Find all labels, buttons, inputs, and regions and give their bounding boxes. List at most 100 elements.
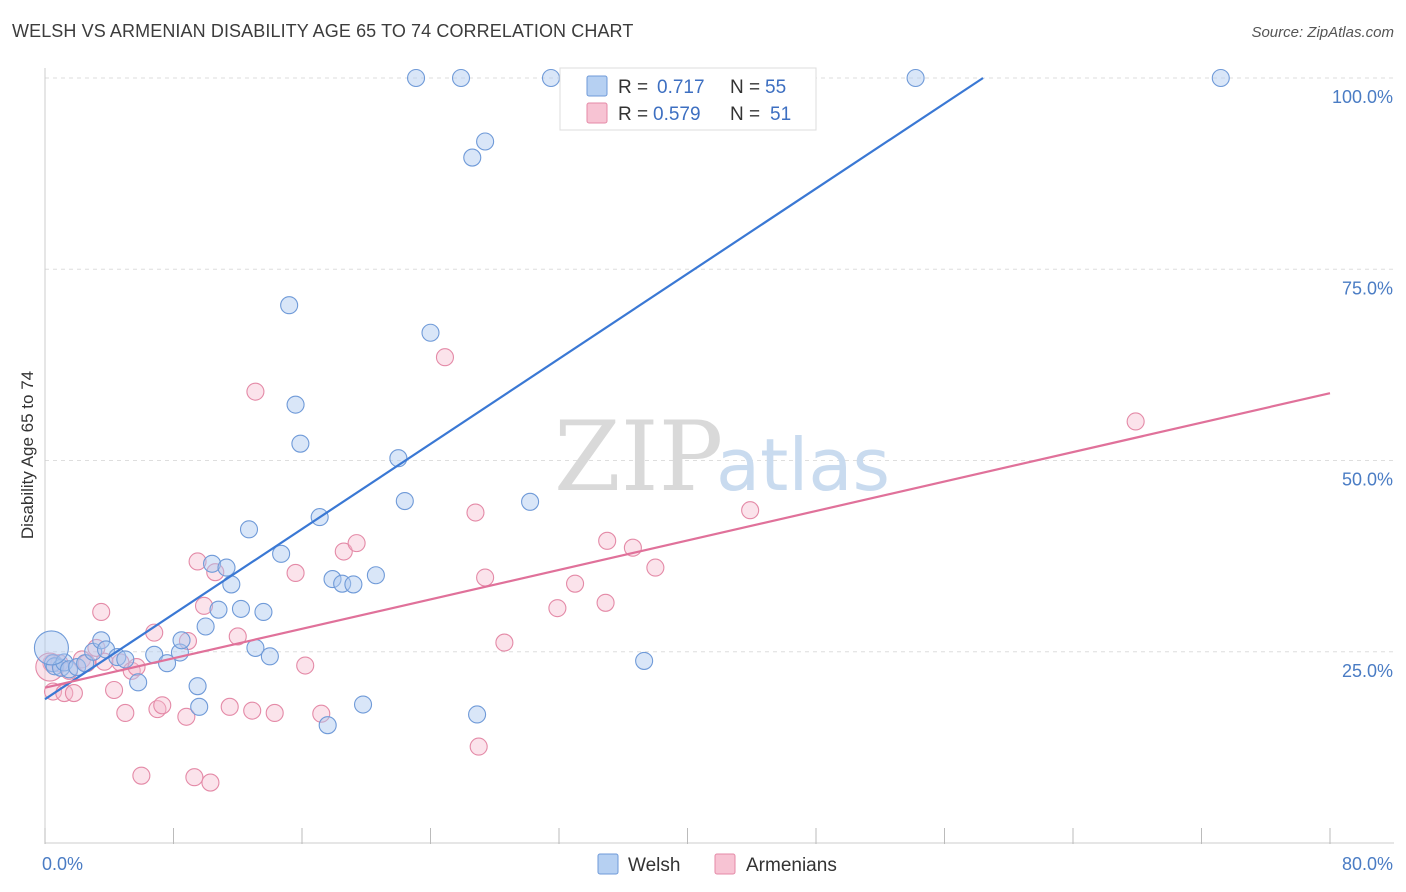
- armenians-point-44: [596, 593, 615, 612]
- y-tick-label-3: 100.0%: [1332, 87, 1393, 107]
- x-tick-label-0: 0.0%: [42, 854, 83, 874]
- armenians-point-36: [347, 534, 366, 553]
- bottom-legend-armenians-swatch: [714, 853, 736, 875]
- welsh-point-42: [421, 323, 440, 342]
- welsh-point-29: [272, 544, 291, 563]
- welsh-point-22: [217, 558, 236, 577]
- welsh-point-38: [366, 566, 385, 585]
- bottom-legend-welsh-swatch: [597, 853, 619, 875]
- bottom-legend-welsh-label: Welsh: [628, 855, 680, 876]
- armenians-point-22: [185, 768, 204, 787]
- armenians-point-20: [177, 707, 196, 726]
- welsh-point-52: [1211, 68, 1230, 88]
- welsh-point-45: [468, 705, 487, 724]
- stats-legend: R = 0.717 N = 55 R = 0.579 N = 51: [559, 67, 817, 131]
- armenians-point-28: [228, 627, 247, 646]
- armenians-point-23: [188, 552, 207, 571]
- armenians-point-48: [741, 501, 760, 520]
- chart-title: WELSH VS ARMENIAN DISABILITY AGE 65 TO 7…: [12, 21, 634, 41]
- legend-armenians-n-label: N =: [730, 104, 760, 125]
- legend-welsh-r-label: R =: [618, 77, 648, 98]
- legend-armenians-n-value: 51: [770, 104, 791, 125]
- y-tick-label-2: 75.0%: [1342, 278, 1393, 298]
- armenians-point-37: [435, 348, 455, 367]
- welsh-trend-line: [44, 77, 984, 701]
- armenians-point-25: [201, 773, 220, 792]
- welsh-point-18: [190, 697, 209, 716]
- welsh-point-20: [203, 554, 222, 573]
- welsh-point-31: [286, 395, 305, 414]
- axes: [44, 68, 1394, 844]
- legend-welsh-swatch: [586, 75, 608, 97]
- armenians-point-29: [243, 701, 262, 720]
- legend-armenians-r-value: 0.579: [653, 104, 701, 125]
- y-tick-label-1: 50.0%: [1342, 470, 1393, 490]
- armenians-point-30: [246, 382, 265, 401]
- armenians-point-34: [312, 704, 331, 723]
- welsh-point-51: [906, 68, 925, 88]
- armenians-point-13: [116, 703, 135, 723]
- armenians-point-31: [265, 703, 284, 723]
- legend-armenians-r-label: R =: [618, 104, 648, 125]
- armenians-point-47: [646, 558, 665, 577]
- y-tick-label-0: 25.0%: [1342, 661, 1393, 681]
- legend-armenians-swatch: [586, 102, 608, 124]
- armenians-point-35: [334, 542, 353, 561]
- series-legend: Welsh Armenians: [597, 853, 837, 876]
- armenians-point-42: [548, 599, 567, 618]
- welsh-point-53: [318, 716, 337, 735]
- series-welsh-points: [33, 68, 1230, 735]
- welsh-point-25: [239, 520, 259, 539]
- welsh-point-44: [463, 148, 482, 167]
- armenians-point-39: [469, 737, 488, 756]
- welsh-point-28: [260, 647, 279, 666]
- welsh-point-48: [541, 68, 561, 88]
- welsh-point-8: [92, 631, 111, 650]
- armenians-point-38: [466, 503, 485, 522]
- welsh-point-30: [280, 296, 299, 315]
- watermark: ZIP atlas: [554, 401, 890, 513]
- legend-welsh-r-value: 0.717: [657, 77, 705, 98]
- welsh-point-36: [344, 575, 363, 594]
- armenians-point-41: [495, 633, 514, 652]
- welsh-point-43: [451, 68, 471, 88]
- series-armenians-points: [35, 348, 1145, 792]
- armenians-point-24: [194, 596, 214, 615]
- welsh-point-49: [635, 651, 654, 670]
- x-tick-label-1: 80.0%: [1342, 854, 1393, 874]
- armenians-point-9: [92, 602, 111, 622]
- welsh-point-46: [476, 132, 495, 151]
- armenians-point-43: [566, 574, 585, 593]
- welsh-point-24: [231, 599, 251, 618]
- bottom-legend-armenians-label: Armenians: [746, 855, 837, 876]
- welsh-point-12: [129, 673, 148, 692]
- welsh-point-37: [353, 695, 373, 714]
- armenians-point-33: [296, 656, 315, 675]
- armenians-point-45: [598, 531, 617, 550]
- welsh-point-11: [116, 650, 135, 669]
- armenians-point-27: [220, 697, 239, 716]
- welsh-point-17: [188, 677, 207, 696]
- x-tick-labels: 0.0% 80.0%: [42, 854, 1393, 874]
- watermark-zip: ZIP: [554, 401, 723, 513]
- trend-lines: [44, 77, 1331, 701]
- welsh-point-41: [406, 68, 426, 88]
- y-axis-label: Disability Age 65 to 74: [18, 371, 37, 539]
- welsh-point-cluster: [33, 630, 69, 666]
- welsh-point-16: [172, 631, 191, 650]
- welsh-point-19: [196, 617, 215, 636]
- armenians-point-16: [132, 766, 151, 785]
- armenians-point-11: [105, 680, 124, 700]
- armenians-trend-line: [44, 392, 1331, 689]
- welsh-point-21: [209, 600, 228, 619]
- source-credit: Source: ZipAtlas.com: [1251, 24, 1394, 41]
- armenians-point-5: [64, 684, 83, 703]
- welsh-point-47: [521, 492, 540, 511]
- welsh-point-27: [254, 602, 273, 622]
- armenians-point-49: [1126, 412, 1145, 431]
- watermark-atlas: atlas: [716, 423, 890, 507]
- armenians-point-19: [153, 696, 172, 715]
- welsh-point-34: [323, 570, 342, 589]
- armenians-point-40: [476, 568, 495, 587]
